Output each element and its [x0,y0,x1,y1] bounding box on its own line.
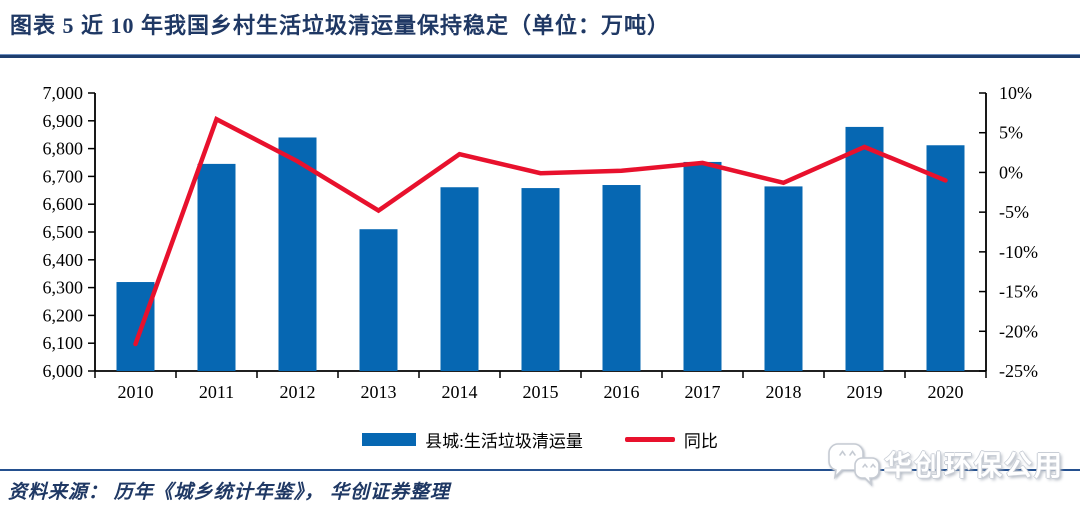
bar-2019 [845,126,884,371]
watermark-label: 华创环保公用 [884,450,1065,481]
footer-divider-rule [0,469,1080,471]
x-axis: 2010 2011 2012 2013 2014 2015 2016 2017 2018 2019… [94,371,987,402]
right-axis-label: 0% [999,162,1023,182]
bar-2018 [764,186,803,371]
x-axis-label: 2020 [928,382,964,402]
right-axis-label: 5% [999,123,1023,143]
bar-2017 [683,161,722,371]
x-axis-label: 2012 [280,382,316,402]
right-axis-label: -15% [999,282,1038,302]
source-note: 资料来源： 历年《城乡统计年鉴》， 华创证券整理 [8,482,451,503]
right-axis: 10% 5% 0% -5% -10% -15% -20% -25% [979,83,1038,381]
x-axis-label: 2014 [442,382,478,402]
bar-2013 [359,229,398,371]
right-axis-label: -20% [999,321,1038,341]
bar-2015 [521,188,560,371]
bar-2016 [602,185,641,371]
x-axis-label: 2016 [604,382,640,402]
x-axis-label: 2010 [118,382,154,402]
left-axis-label: 6,300 [43,278,84,298]
line-series-swatch [624,436,675,442]
left-axis: 7,000 6,900 6,800 6,700 6,600 6,500 6,400 6,300… [43,83,95,381]
right-axis-label: -5% [999,202,1029,222]
figure-title: 图表 5 近 10 年我国乡村生活垃圾清运量保持稳定（单位：万吨） [10,13,671,38]
x-axis-label: 2019 [847,382,883,402]
x-axis-label: 2018 [766,382,802,402]
legend-item-bar: 县城:生活垃圾清运量 [362,427,583,452]
wechat-icon [828,443,880,487]
left-axis-label: 6,600 [43,194,84,214]
combo-chart: 7,000 6,900 6,800 6,700 6,600 6,500 6,400 6,300… [0,65,1080,410]
left-axis-label: 6,200 [43,305,84,325]
bar-2010 [116,282,155,371]
title-divider-rule [0,54,1080,58]
bar-series-swatch [362,432,417,446]
line-series-label: 同比 [683,431,718,451]
x-axis-label: 2013 [361,382,397,402]
x-axis-label: 2011 [199,382,234,402]
chart-legend: 县城:生活垃圾清运量 同比 [0,427,1080,451]
left-axis-label: 6,500 [43,222,84,242]
watermark: 华创环保公用 [826,440,1064,488]
right-axis-label: -25% [999,361,1038,381]
bar-2020 [926,145,965,371]
left-axis-label: 6,800 [43,139,84,159]
left-axis-label: 6,100 [43,333,84,353]
bar-2012 [278,137,317,371]
bar-series [116,126,965,371]
bar-2014 [440,187,479,371]
x-axis-label: 2015 [523,382,559,402]
right-axis-label: -10% [999,242,1038,262]
left-axis-label: 6,900 [43,111,84,131]
chart-svg: 7,000 6,900 6,800 6,700 6,600 6,500 6,400 6,300… [43,83,1039,402]
bar-2011 [197,163,236,371]
right-axis-label: 10% [999,83,1032,103]
legend-item-line: 同比 [624,427,718,452]
left-axis-label: 7,000 [43,83,84,103]
yoy-line [133,116,948,347]
left-axis-label: 6,000 [43,361,84,381]
bar-series-label: 县城:生活垃圾清运量 [425,431,583,451]
left-axis-label: 6,400 [43,250,84,270]
x-axis-label: 2017 [685,382,721,402]
left-axis-label: 6,700 [43,166,84,186]
